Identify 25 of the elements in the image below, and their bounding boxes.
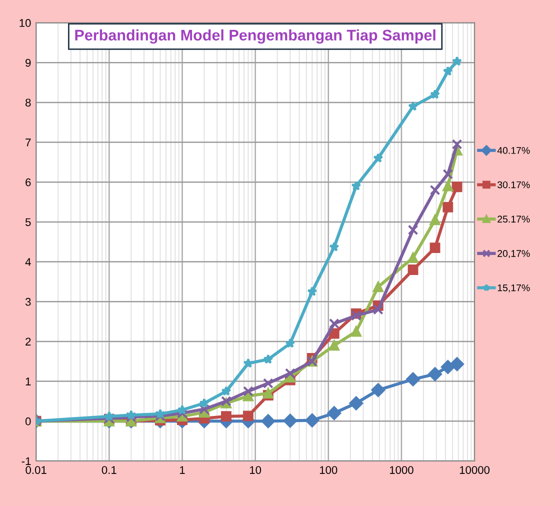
x-tick-label: 10000 [460,466,490,474]
y-tick-label: 5 [25,218,31,226]
x-tick-label: 10 [250,466,262,474]
y-tick-label: 1 [26,378,31,386]
y-tick-label: 9 [26,58,31,67]
y-tick-label: 0 [25,417,31,426]
legend-label: 20,17% [498,250,530,258]
y-tick-label: 8 [26,98,31,107]
legend-label: 25.17% [498,216,530,223]
y-tick-label: 4 [25,258,31,266]
y-tick-label: 6 [26,178,31,186]
chart-title: Perbandingan Model Pengembangan Tiap Sampel [75,29,436,44]
y-tick-label: 10 [20,19,31,27]
legend-label: 40.17% [497,147,530,154]
y-tick-label: 7 [26,138,31,146]
legend-label: 15,17% [498,284,530,292]
y-tick-label: 2 [26,338,31,346]
x-tick-label: 0.1 [102,466,116,474]
x-tick-label: 1000 [390,466,414,474]
y-tick-label: -1 [22,457,31,465]
legend-label: 30.17% [498,181,530,188]
x-tick-label: 0.01 [26,466,46,474]
x-tick-label: 100 [320,466,338,474]
y-tick-label: 3 [25,298,31,306]
x-tick-label: 1 [180,466,185,474]
